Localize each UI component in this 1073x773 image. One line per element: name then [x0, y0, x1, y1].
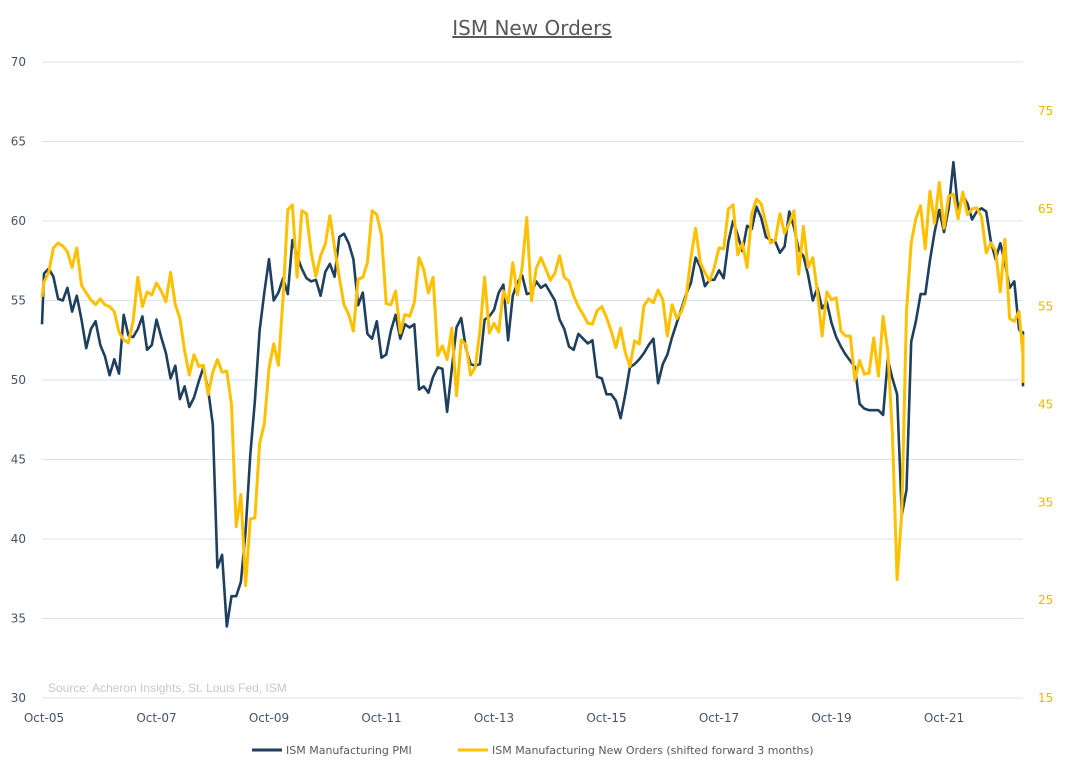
x-tick-label: Oct-15 [586, 711, 626, 725]
y-left-tick-label: 40 [11, 532, 26, 546]
x-tick-label: Oct-11 [361, 711, 401, 725]
legend-label-new-orders: ISM Manufacturing New Orders (shifted fo… [492, 744, 814, 757]
x-tick-label: Oct-13 [474, 711, 514, 725]
chart-title: ISM New Orders [452, 16, 611, 40]
y-right-tick-label: 55 [1038, 300, 1053, 314]
series-layer [40, 160, 1025, 628]
y-right-tick-label: 75 [1038, 104, 1053, 118]
y-axis-left: 30 35 40 45 50 55 60 65 70 [11, 55, 26, 705]
y-axis-right: 15 25 35 45 55 65 75 [1038, 104, 1053, 705]
y-left-tick-label: 70 [11, 55, 26, 69]
x-tick-label: Oct-21 [924, 711, 964, 725]
y-left-tick-label: 60 [11, 214, 26, 228]
y-left-tick-label: 45 [11, 453, 26, 467]
legend-label-pmi: ISM Manufacturing PMI [286, 744, 412, 757]
series-line-new-orders [40, 180, 1025, 587]
x-tick-label: Oct-07 [136, 711, 176, 725]
source-note: Source: Acheron Insights, St. Louis Fed,… [48, 681, 287, 695]
y-left-tick-label: 50 [11, 373, 26, 387]
y-right-tick-label: 65 [1038, 202, 1053, 216]
y-left-tick-label: 30 [11, 691, 26, 705]
y-right-tick-label: 35 [1038, 495, 1053, 509]
y-left-tick-label: 35 [11, 612, 26, 626]
y-left-tick-label: 55 [11, 294, 26, 308]
x-tick-label: Oct-09 [249, 711, 289, 725]
y-right-tick-label: 45 [1038, 397, 1053, 411]
x-tick-label: Oct-05 [24, 711, 64, 725]
y-right-tick-label: 25 [1038, 593, 1053, 607]
x-tick-label: Oct-17 [699, 711, 739, 725]
x-tick-label: Oct-19 [811, 711, 851, 725]
x-axis: Oct-05 Oct-07 Oct-09 Oct-11 Oct-13 Oct-15 Oct-… [24, 711, 964, 725]
y-right-tick-label: 15 [1038, 691, 1053, 705]
y-left-tick-label: 65 [11, 135, 26, 149]
legend: ISM Manufacturing PMI ISM Manufacturing … [252, 744, 814, 757]
